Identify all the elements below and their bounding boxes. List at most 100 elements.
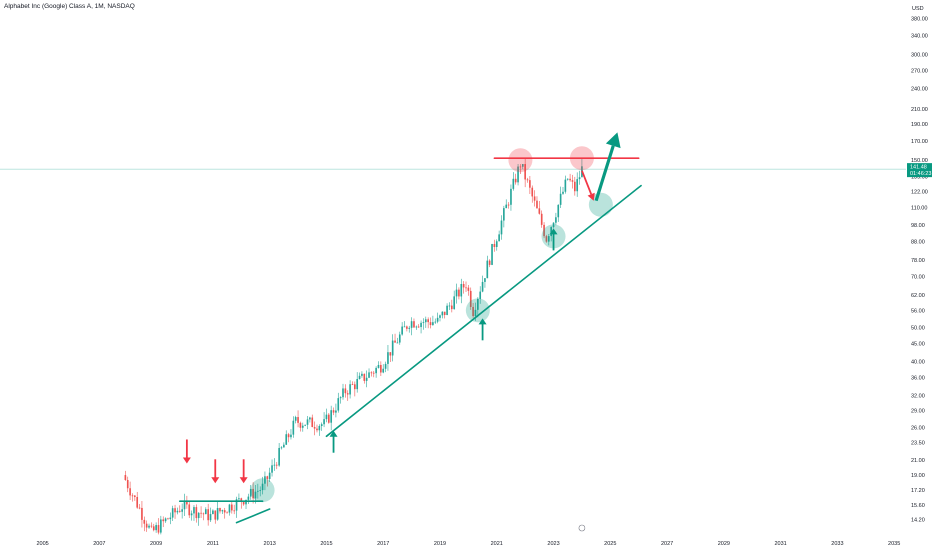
candle-body	[578, 177, 581, 180]
x-tick-label: 2033	[831, 541, 843, 547]
candle-body	[126, 480, 129, 489]
candle-body	[346, 393, 349, 395]
y-tick-label: 40.00	[911, 360, 925, 366]
candle-countdown: 01:46:23	[910, 171, 931, 177]
highlight-circle	[588, 192, 613, 217]
x-tick-label: 2013	[264, 541, 276, 547]
candle-body	[429, 322, 432, 326]
x-tick-label: 2021	[491, 541, 503, 547]
candle-body	[280, 447, 283, 449]
candle-body	[474, 309, 477, 317]
candle-body	[422, 322, 425, 323]
candle-body	[540, 213, 543, 225]
candle-body	[413, 321, 415, 328]
candle-body	[500, 220, 503, 235]
highlight-circle	[569, 146, 594, 171]
y-tick-label: 170.00	[911, 139, 928, 145]
candle-body	[219, 508, 221, 512]
candle-body	[292, 420, 295, 435]
candle-body	[304, 424, 306, 426]
candle-body	[573, 181, 576, 192]
y-tick-label: 21.00	[911, 458, 925, 464]
up-arrow-head	[329, 430, 338, 437]
candle-body	[330, 410, 333, 423]
candle-body	[283, 444, 285, 448]
candle-body	[209, 514, 212, 521]
candle-body	[396, 342, 399, 344]
candle-body	[486, 260, 489, 279]
candle-body	[337, 398, 340, 411]
candle-body	[503, 208, 505, 221]
candle-body	[488, 260, 491, 265]
candle-body	[443, 311, 446, 315]
candle-body	[212, 510, 214, 515]
y-tick-label: 36.00	[911, 376, 925, 382]
candle-body	[403, 326, 406, 328]
pullback-arrow-head	[587, 192, 595, 201]
y-tick-label: 17.20	[911, 488, 925, 494]
candle-body	[162, 519, 165, 522]
candle-body	[514, 178, 517, 183]
support-trendline	[325, 184, 642, 438]
candle-body	[131, 495, 134, 497]
up-arrow-head	[478, 318, 487, 325]
y-tick-label: 270.00	[911, 69, 928, 75]
candle-body	[408, 327, 411, 329]
candle-body	[138, 507, 141, 509]
candle-body	[228, 504, 231, 513]
candle-body	[327, 414, 330, 423]
candle-body	[200, 512, 202, 514]
candle-body	[391, 340, 394, 356]
y-tick-label: 19.00	[911, 473, 925, 479]
candle-body	[245, 499, 247, 505]
y-tick-label: 56.00	[911, 308, 925, 314]
candle-body	[124, 475, 127, 481]
candle-body	[259, 490, 262, 491]
x-tick-label: 2025	[604, 541, 616, 547]
candle-body	[455, 289, 458, 297]
candle-body	[344, 388, 347, 394]
candle-body	[254, 491, 257, 499]
candle-body	[427, 319, 429, 323]
candle-body	[313, 427, 316, 429]
candle-body	[223, 510, 226, 513]
candle-body	[294, 417, 297, 421]
candle-body	[441, 311, 444, 316]
y-tick-label: 14.20	[911, 517, 925, 523]
candle-body	[167, 518, 169, 520]
candle-body	[571, 180, 574, 182]
candle-body	[569, 178, 571, 181]
candle-body	[145, 523, 148, 528]
y-tick-label: 70.00	[911, 274, 925, 280]
candle-body	[439, 315, 441, 318]
candle-body	[469, 290, 472, 307]
candle-body	[318, 426, 321, 431]
candle-body	[278, 447, 280, 466]
candle-body	[529, 180, 531, 188]
y-tick-label: 15.60	[911, 503, 925, 509]
candle-body	[335, 410, 337, 413]
candle-body	[242, 501, 245, 505]
y-tick-label: 23.50	[911, 441, 925, 447]
candle-body	[316, 428, 318, 431]
candle-body	[550, 227, 552, 237]
candle-body	[240, 498, 243, 502]
candle-body	[150, 525, 153, 527]
y-tick-label: 380.00	[911, 17, 928, 23]
candle-body	[157, 525, 160, 533]
x-tick-label: 2031	[775, 541, 787, 547]
candle-body	[207, 509, 209, 521]
candle-body	[325, 414, 328, 420]
candle-body	[415, 326, 418, 328]
candle-body	[323, 419, 325, 425]
candle-body	[235, 499, 238, 511]
x-tick-label: 2011	[207, 541, 219, 547]
candle-body	[148, 525, 150, 528]
x-tick-label: 2027	[661, 541, 673, 547]
candle-body	[420, 322, 422, 328]
candle-body	[363, 373, 366, 381]
candle-body	[526, 179, 529, 181]
candle-body	[446, 305, 448, 315]
y-tick-label: 98.00	[911, 223, 925, 229]
